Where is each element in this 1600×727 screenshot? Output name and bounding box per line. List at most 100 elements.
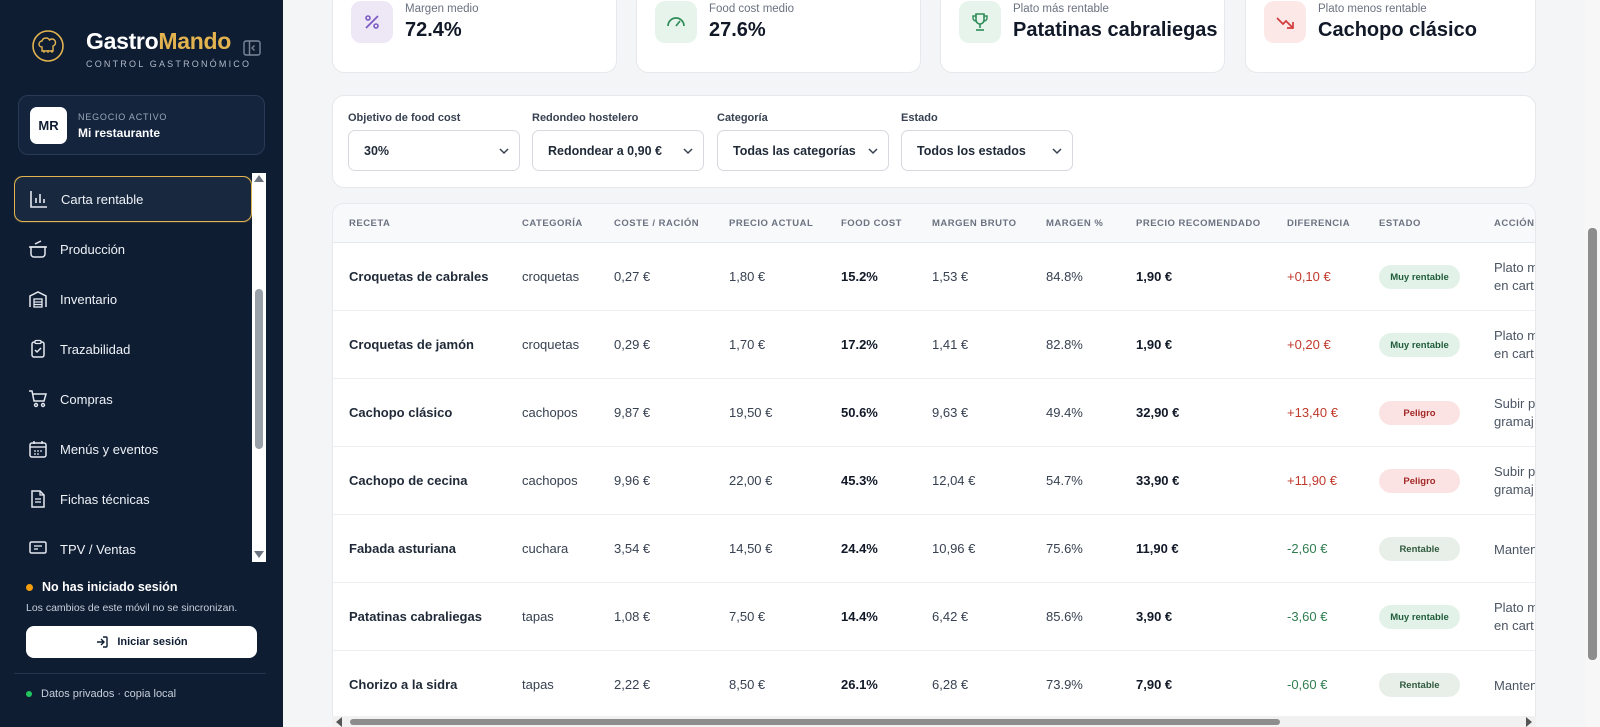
sidebar-item-tpv-ventas[interactable]: TPV / Ventas [14, 526, 252, 561]
filter-rounding: Redondeo hostelero Redondear a 0,90 € [532, 112, 704, 171]
page-vertical-scrollbar[interactable] [1585, 0, 1600, 727]
table-cell-name: Cachopo clásico [349, 405, 453, 420]
table-cell-rec: 1,90 € [1136, 269, 1173, 284]
table-cell-mb: 1,41 € [932, 337, 969, 352]
table-row[interactable]: Cachopo clásico cachopos 9,87 € 19,50 € 50.6… [333, 379, 1535, 447]
status-badge: Peligro [1379, 469, 1460, 493]
login-button[interactable]: Iniciar sesión [26, 626, 257, 658]
sidebar-scrollbar[interactable] [252, 173, 266, 562]
table-row[interactable]: Patatinas cabraliegas tapas 1,08 € 7,50 € 14… [333, 583, 1535, 651]
table-cell-mb: 6,42 € [932, 609, 969, 624]
table-header: RECETA CATEGORÍA COSTE / RACIÓN PRECIO A… [333, 204, 1535, 243]
kpi-label: Plato menos rentable [1318, 3, 1427, 15]
table-cell-fc: 24.4% [841, 541, 878, 556]
table-cell-price: 1,80 € [729, 269, 766, 284]
table-cell-rec: 3,90 € [1136, 609, 1173, 624]
status-dot-icon [26, 583, 33, 591]
sidebar-item-menus-eventos[interactable]: Menús y eventos [14, 426, 252, 472]
business-label: NEGOCIO ACTIVO [78, 112, 168, 122]
page-scroll-thumb[interactable] [1588, 228, 1597, 660]
sidebar-item-label: Carta rentable [61, 191, 144, 207]
chevron-down-icon [683, 148, 693, 155]
table-cell-mb: 10,96 € [932, 541, 976, 556]
table-cell-price: 7,50 € [729, 609, 766, 624]
clipboard-check-icon [31, 339, 45, 358]
table-cell-price: 8,50 € [729, 677, 766, 692]
session-note: Los cambios de este móvil no se sincroni… [26, 602, 238, 614]
sidebar-nav: Carta rentable Producción Inventario Tra… [14, 176, 252, 561]
table-row[interactable]: Chorizo a la sidra tapas 2,22 € 8,50 € 26.1%… [333, 651, 1535, 719]
table-cell-action: Manten [1494, 542, 1536, 557]
sidebar-item-carta-rentable[interactable]: Carta rentable [14, 176, 252, 222]
privacy-status: Datos privados · copia local [26, 688, 176, 700]
status-select[interactable]: Todos los estados [901, 130, 1073, 171]
column-header[interactable]: CATEGORÍA [522, 218, 583, 229]
table-cell-diff: +13,40 € [1287, 405, 1338, 420]
kpi-card-menos-rentable: Plato menos rentable Cachopo clásico [1245, 0, 1536, 73]
kpi-value: 27.6% [709, 19, 766, 41]
scroll-right-arrow-icon[interactable] [1526, 717, 1532, 727]
divider [14, 673, 266, 674]
table-cell-name: Croquetas de jamón [349, 337, 474, 352]
kpi-card-mas-rentable: Plato más rentable Patatinas cabraliegas [940, 0, 1225, 73]
status-badge: Muy rentable [1379, 265, 1460, 289]
column-header[interactable]: PRECIO RECOMENDADO [1136, 218, 1261, 229]
status-badge: Peligro [1379, 401, 1460, 425]
column-header[interactable]: ESTADO [1379, 218, 1421, 229]
scroll-down-arrow-icon[interactable] [254, 551, 264, 558]
column-header[interactable]: DIFERENCIA [1287, 218, 1351, 229]
table-cell-diff: -0,60 € [1287, 677, 1328, 692]
rounding-select[interactable]: Redondear a 0,90 € [532, 130, 704, 171]
table-cell-cat: cachopos [522, 473, 578, 488]
status-dot-icon [26, 691, 32, 697]
column-header[interactable]: MARGEN BRUTO [932, 218, 1017, 229]
table-horizontal-scrollbar[interactable] [332, 716, 1536, 727]
trophy-icon [959, 1, 1001, 43]
kpi-card-food-cost: Food cost medio 27.6% [636, 0, 921, 73]
table-cell-mp: 49.4% [1046, 405, 1083, 420]
sidebar-item-compras[interactable]: Compras [14, 376, 252, 422]
status-badge: Muy rentable [1379, 605, 1460, 629]
sidebar-scroll-thumb[interactable] [255, 289, 263, 449]
sidebar-collapse-icon[interactable] [243, 40, 261, 56]
column-header[interactable]: PRECIO ACTUAL [729, 218, 814, 229]
scroll-up-arrow-icon[interactable] [254, 175, 264, 182]
sidebar-item-label: Menús y eventos [60, 441, 159, 457]
category-select[interactable]: Todas las categorías [717, 130, 889, 171]
table-row[interactable]: Croquetas de jamón croquetas 0,29 € 1,70 € 1… [333, 311, 1535, 379]
table-cell-mb: 9,63 € [932, 405, 969, 420]
chef-hat-logo-icon [30, 28, 66, 64]
column-header[interactable]: FOOD COST [841, 218, 902, 229]
column-header[interactable]: RECETA [349, 218, 391, 229]
chevron-down-icon [1052, 148, 1062, 155]
column-header[interactable]: COSTE / RACIÓN [614, 218, 700, 229]
column-header[interactable]: MARGEN % [1046, 218, 1104, 229]
table-cell-diff: -2,60 € [1287, 541, 1328, 556]
filter-category: Categoría Todas las categorías [717, 112, 889, 171]
sidebar-item-produccion[interactable]: Producción [14, 226, 252, 272]
table-cell-action: Subir p gramaj [1494, 464, 1536, 497]
warehouse-icon [29, 291, 47, 308]
kpi-value: Patatinas cabraliegas [1013, 19, 1218, 41]
column-header[interactable]: ACCIÓN [1494, 218, 1535, 229]
status-badge: Muy rentable [1379, 333, 1460, 357]
table-cell-mb: 1,53 € [932, 269, 969, 284]
kpi-label: Food cost medio [709, 3, 795, 15]
table-row[interactable]: Fabada asturiana cuchara 3,54 € 14,50 € 24.4… [333, 515, 1536, 583]
sidebar-item-trazabilidad[interactable]: Trazabilidad [14, 326, 252, 372]
table-row[interactable]: Croquetas de cabrales croquetas 0,27 € 1,80… [333, 243, 1535, 311]
food-cost-select[interactable]: 30% [348, 130, 520, 171]
table-cell-mp: 85.6% [1046, 609, 1083, 624]
table-row[interactable]: Cachopo de cecina cachopos 9,96 € 22,00 € 45… [333, 447, 1536, 515]
horizontal-scroll-thumb[interactable] [350, 719, 1280, 725]
table-cell-cost: 3,54 € [614, 541, 651, 556]
sidebar-item-fichas-tecnicas[interactable]: Fichas técnicas [14, 476, 252, 522]
sidebar-item-label: Fichas técnicas [60, 491, 150, 507]
table-cell-price: 14,50 € [729, 541, 773, 556]
scroll-left-arrow-icon[interactable] [336, 717, 342, 727]
filter-label: Objetivo de food cost [348, 112, 461, 124]
sidebar-item-inventario[interactable]: Inventario [14, 276, 252, 322]
active-business-card[interactable]: MR NEGOCIO ACTIVO Mi restaurante [18, 95, 265, 155]
kpi-card-margen: Margen medio 72.4% [332, 0, 617, 73]
cooking-pot-icon [29, 240, 47, 258]
